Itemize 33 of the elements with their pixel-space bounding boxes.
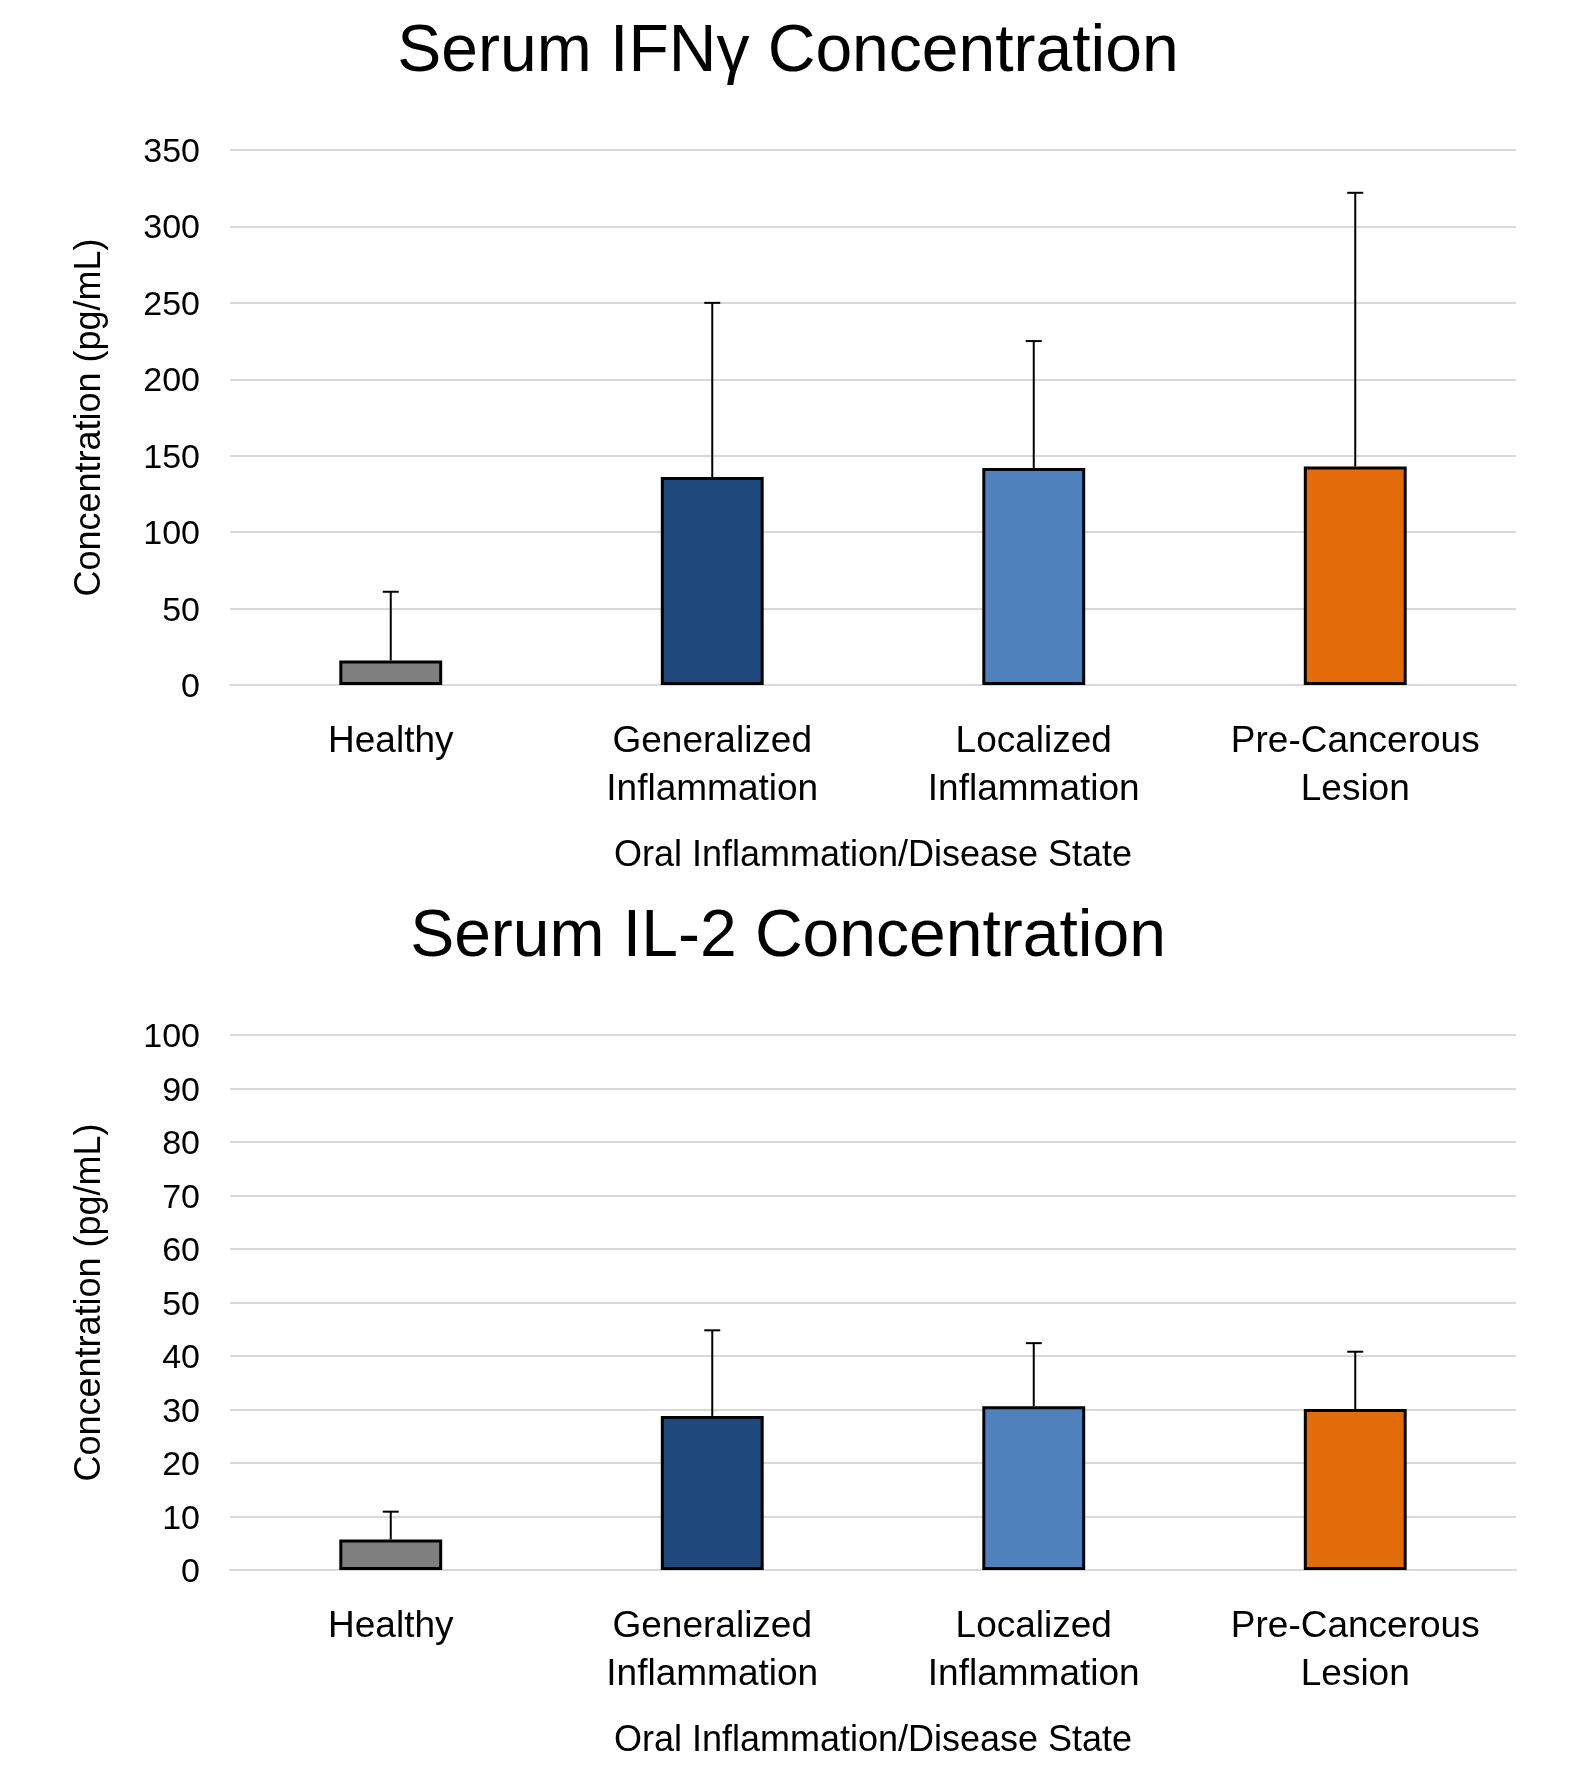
y-axis-title: Concentration (pg/mL) (66, 1123, 108, 1482)
y-axis-title: Concentration (pg/mL) (66, 238, 108, 597)
y-tick-label: 200 (143, 360, 200, 399)
y-tick-label: 300 (143, 207, 200, 246)
y-tick-label: 150 (143, 436, 200, 475)
y-tick-label: 250 (143, 283, 200, 322)
x-tick-label: Healthy (328, 1603, 454, 1645)
y-tick-label: 20 (162, 1444, 200, 1482)
y-tick-label: 0 (181, 1551, 200, 1589)
y-tick-label: 30 (162, 1390, 200, 1429)
chart-title: Serum IL-2 Concentration (410, 896, 1166, 970)
y-tick-label: 0 (181, 666, 200, 704)
y-tick-label: 50 (162, 1283, 200, 1322)
x-tick-label: Healthy (328, 718, 454, 760)
x-tick-label: Pre-Cancerous Lesion (1230, 718, 1480, 808)
x-axis-title: Oral Inflammation/Disease State (613, 832, 1133, 874)
y-tick-label: 80 (162, 1123, 200, 1161)
y-tick-label: 350 (143, 131, 200, 169)
x-tick-label: Localized Inflammation (927, 718, 1140, 808)
x-tick-label: Generalized Inflammation (606, 1603, 819, 1693)
chart-title: Serum IFNγ Concentration (397, 11, 1179, 85)
x-axis-title: Oral Inflammation/Disease State (613, 1717, 1133, 1759)
x-tick-label: Localized Inflammation (927, 1603, 1140, 1693)
y-tick-label: 50 (162, 589, 200, 628)
y-tick-label: 60 (162, 1230, 200, 1268)
y-tick-label: 100 (143, 1016, 200, 1054)
y-tick-label: 10 (162, 1497, 200, 1536)
y-tick-label: 90 (162, 1069, 200, 1108)
y-tick-label: 100 (143, 513, 200, 552)
x-tick-label: Generalized Inflammation (606, 718, 819, 808)
y-tick-label: 40 (162, 1337, 200, 1375)
y-tick-label: 70 (162, 1176, 200, 1215)
x-tick-label: Pre-Cancerous Lesion (1230, 1603, 1480, 1693)
